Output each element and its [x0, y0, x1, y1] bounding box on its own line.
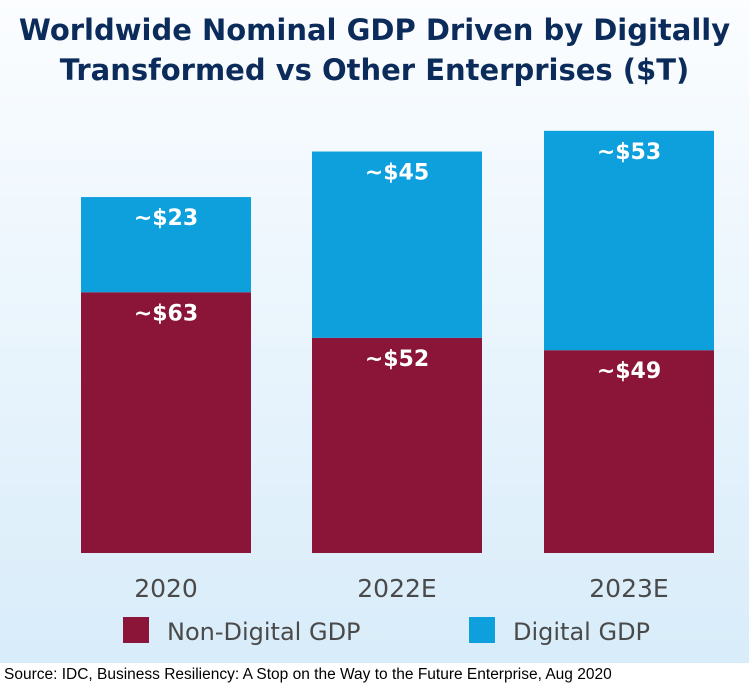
- category-label: 2022E: [357, 574, 436, 603]
- legend-swatch: [469, 617, 495, 643]
- bar-digital-2023E: [544, 130, 714, 351]
- category-label: 2020: [134, 574, 198, 603]
- legend-label: Digital GDP: [513, 618, 650, 646]
- bar-non-digital-2022E: [312, 337, 482, 553]
- data-label: ~$45: [365, 161, 429, 186]
- data-label: ~$49: [597, 359, 661, 384]
- legend-swatch: [123, 617, 149, 643]
- source-note: Source: IDC, Business Resiliency: A Stop…: [4, 666, 612, 683]
- legend-label: Non-Digital GDP: [167, 618, 361, 646]
- bar-non-digital-2020: [81, 292, 251, 553]
- stacked-bar-chart: ~$63 ~$23 2020 ~$52 ~$45 2022E ~$49 ~$53 2023E No…: [81, 130, 714, 646]
- data-label: ~$52: [365, 347, 429, 372]
- bar-digital-2022E: [312, 151, 482, 338]
- category-label: 2023E: [589, 574, 668, 603]
- data-label: ~$23: [134, 206, 198, 231]
- bar-digital-2020: [81, 197, 251, 293]
- chart-title: Worldwide Nominal GDP Driven by Digitall…: [18, 13, 731, 87]
- bar-non-digital-2023E: [544, 350, 714, 553]
- data-label: ~$63: [134, 301, 198, 326]
- data-label: ~$53: [597, 140, 661, 165]
